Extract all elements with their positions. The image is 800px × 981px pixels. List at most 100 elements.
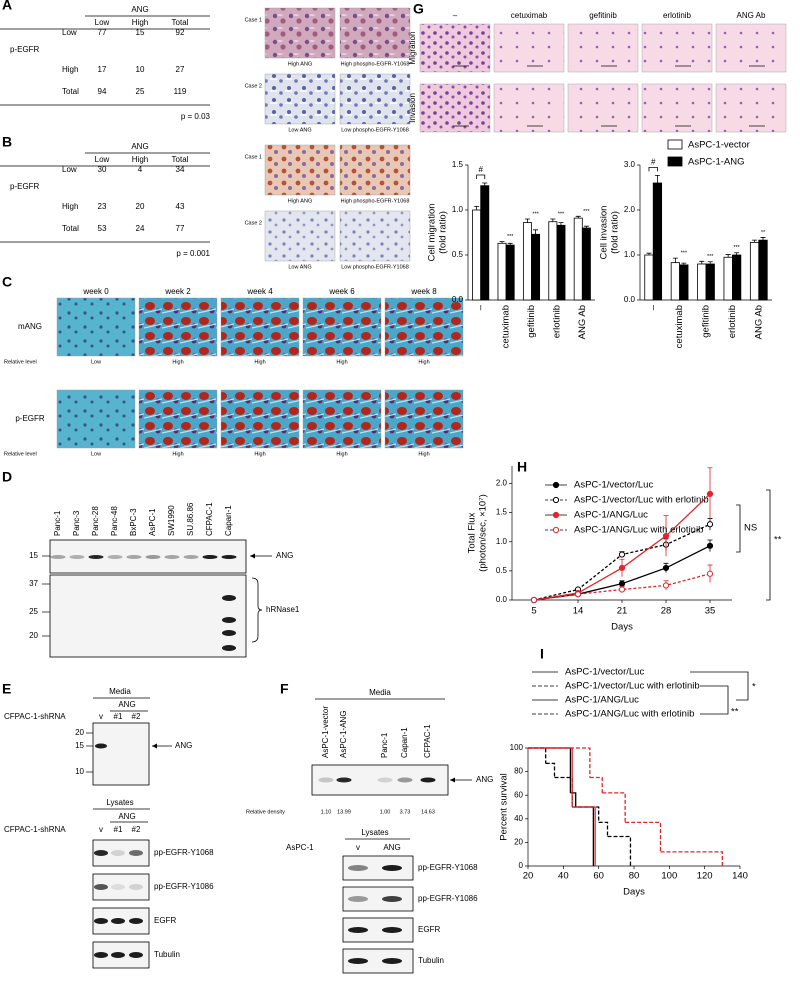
section-title: Lysates xyxy=(106,798,133,807)
level-label: Relative level xyxy=(4,359,37,365)
survival-step xyxy=(589,776,603,793)
case-label: Case 2 xyxy=(245,83,262,89)
x-tick-label: gefitinib xyxy=(526,305,537,338)
band-label: ANG xyxy=(476,775,493,784)
density: 3.73 xyxy=(400,809,411,815)
cell: 34 xyxy=(176,165,185,174)
y-axis-label: Total Flux xyxy=(467,512,478,553)
bar xyxy=(652,182,663,301)
legend-label: AsPC-1/ANG/Luc with erlotinib xyxy=(565,709,694,720)
band-label: ANG xyxy=(175,741,192,750)
blot-label: Tubulin xyxy=(154,950,180,959)
legend-label: AsPC-1/vector/Luc with erlotinib xyxy=(565,681,700,692)
marker: 37 xyxy=(29,579,38,588)
lane-label: Panc-1 xyxy=(53,510,62,536)
column-header: erlotinib xyxy=(663,11,692,20)
blot-band xyxy=(336,777,352,783)
blot-band xyxy=(420,777,436,783)
row-header: p-EGFR xyxy=(10,182,40,191)
marker: 15 xyxy=(75,741,84,750)
y-axis-label: (fold ratio) xyxy=(438,211,449,254)
survival-step xyxy=(660,851,723,866)
point xyxy=(618,586,626,593)
blot-band xyxy=(129,884,143,890)
survival-step xyxy=(607,835,632,866)
row-label: CFPAC-1-shRNA xyxy=(4,825,66,834)
column-header: week 4 xyxy=(246,287,273,296)
survival-step xyxy=(545,762,556,778)
sig-bracket xyxy=(700,685,729,715)
lane-label: #2 xyxy=(132,825,141,834)
blot-label: Tubulin xyxy=(418,956,444,965)
bar xyxy=(758,239,768,301)
density: 14.63 xyxy=(421,809,435,815)
blot-band xyxy=(95,743,107,749)
error-bar xyxy=(699,260,705,264)
y-axis-label: (fold ratio) xyxy=(610,211,621,254)
lane-label: ANG xyxy=(383,843,400,852)
point xyxy=(706,490,714,498)
survival-step xyxy=(602,792,626,823)
blot-band xyxy=(126,555,142,559)
p-value: p = 0.001 xyxy=(176,249,210,258)
legend-label: AsPC-1/vector/Luc xyxy=(574,480,653,491)
legend-swatch xyxy=(667,156,683,167)
cell: 15 xyxy=(136,28,145,37)
survival-step xyxy=(528,747,572,793)
x-tick-label: – xyxy=(648,304,659,310)
cell: 94 xyxy=(98,87,107,96)
blot-band xyxy=(129,918,143,924)
y-tick-label: 0 xyxy=(519,861,524,870)
row-label: High xyxy=(62,65,78,74)
error-bar xyxy=(752,239,758,243)
x-tick-label: 120 xyxy=(697,871,713,882)
density-label: Relative density xyxy=(246,809,285,815)
annotation: ** xyxy=(731,707,739,718)
y-axis-label: (photon/sec, ×10⁷) xyxy=(478,494,489,572)
blot xyxy=(49,574,247,658)
survival-step xyxy=(570,792,577,807)
cell: 23 xyxy=(98,202,107,211)
panel-label: F xyxy=(280,681,289,697)
error-bar xyxy=(760,237,766,241)
blot-band xyxy=(318,777,334,783)
panel-label: H xyxy=(517,459,527,475)
blot-band xyxy=(377,777,393,783)
lane-label: v xyxy=(99,825,103,834)
band-label: ANG xyxy=(276,551,293,560)
x-tick-label: 100 xyxy=(661,871,677,882)
level: High xyxy=(172,451,183,457)
bar xyxy=(697,263,707,301)
micrograph xyxy=(56,389,136,449)
cell: 53 xyxy=(98,224,107,233)
x-tick-label: cetuximab xyxy=(501,305,512,348)
legend-swatch xyxy=(667,139,683,150)
micrograph xyxy=(138,389,218,449)
annotation: *** xyxy=(707,254,714,260)
column-header: Total xyxy=(172,155,189,164)
blot-band xyxy=(94,884,108,890)
column-header: week 2 xyxy=(164,287,191,296)
error-bar xyxy=(482,182,488,186)
blot xyxy=(92,722,150,786)
cell: 27 xyxy=(176,65,185,74)
bar xyxy=(573,217,583,301)
error-bar xyxy=(550,218,556,222)
y-axis-label: Percent survival xyxy=(499,773,510,841)
cell: 43 xyxy=(176,202,185,211)
error-bar xyxy=(507,242,513,246)
point xyxy=(618,564,626,572)
blot-band xyxy=(222,617,236,623)
cell: 30 xyxy=(98,165,107,174)
blot-band xyxy=(382,958,402,964)
x-tick-label: – xyxy=(475,304,486,310)
blot-band xyxy=(129,850,143,856)
legend-marker xyxy=(552,526,560,534)
bar xyxy=(531,233,541,301)
y-tick-label: 2.0 xyxy=(624,205,636,214)
column-header: High xyxy=(132,18,148,27)
error-bar xyxy=(654,174,660,183)
y-tick-label: 1.0 xyxy=(496,537,508,546)
row-label: High xyxy=(62,202,78,211)
bar xyxy=(679,264,689,301)
